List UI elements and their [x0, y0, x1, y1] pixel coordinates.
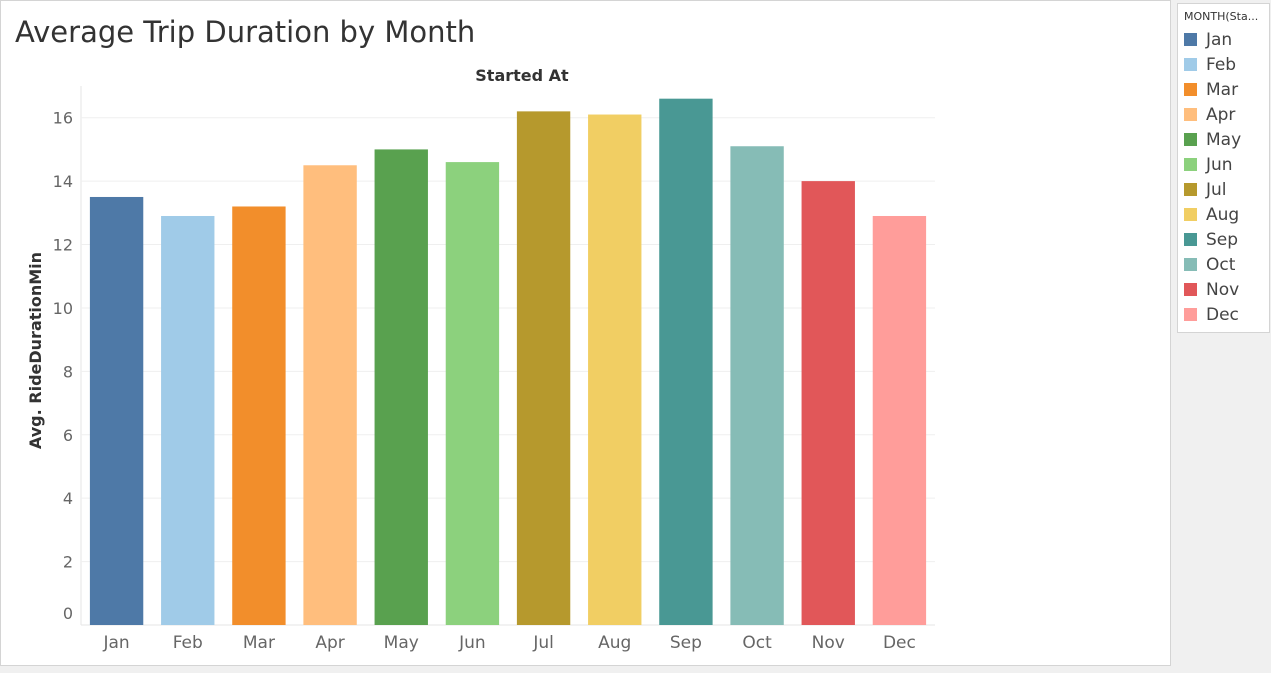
legend-label: Dec — [1206, 304, 1239, 325]
bar-mar — [232, 206, 286, 625]
legend-item-nov[interactable]: Nov — [1178, 277, 1269, 302]
y-tick-label: 8 — [63, 362, 73, 381]
bar-nov — [801, 181, 855, 625]
legend-label: Sep — [1206, 229, 1239, 250]
bar-feb — [161, 215, 215, 625]
bar-jan — [89, 196, 144, 625]
x-tick-label: May — [384, 633, 419, 653]
bar-dec — [872, 215, 927, 625]
legend-swatch — [1184, 58, 1197, 71]
x-tick-label: Oct — [742, 633, 772, 653]
legend-item-may[interactable]: May — [1178, 127, 1269, 152]
legend-item-jun[interactable]: Jun — [1178, 152, 1269, 177]
legend-swatch — [1184, 133, 1197, 146]
legend-swatch — [1184, 183, 1197, 196]
x-tick-label: Jul — [532, 633, 554, 653]
y-tick-label: 10 — [53, 299, 73, 318]
bar-sep — [659, 98, 713, 625]
legend-label: Jul — [1206, 179, 1227, 200]
x-tick-label: Nov — [812, 633, 845, 653]
legend-label: Apr — [1206, 104, 1236, 125]
legend-item-feb[interactable]: Feb — [1178, 52, 1269, 77]
column-header: Started At — [475, 66, 569, 85]
legend-swatch — [1184, 108, 1197, 121]
y-tick-label: 0 — [63, 604, 73, 623]
legend-item-oct[interactable]: Oct — [1178, 252, 1269, 277]
legend-swatch — [1184, 83, 1197, 96]
bar-jun — [445, 162, 500, 625]
bar-aug — [588, 114, 642, 626]
chart-panel: Average Trip Duration by Month Started A… — [0, 0, 1171, 666]
legend-item-jan[interactable]: Jan — [1178, 27, 1269, 52]
bar-oct — [730, 146, 784, 625]
x-tick-label: Feb — [173, 633, 203, 653]
legend-label: Jun — [1206, 154, 1233, 175]
x-tick-label: Jun — [458, 633, 486, 653]
legend-items: Jan Feb Mar Apr May Jun Jul Aug Sep Oct Nov Dec — [1178, 23, 1269, 327]
legend-swatch — [1184, 283, 1197, 296]
legend-swatch — [1184, 258, 1197, 271]
y-axis-label: Avg. RideDurationMin — [26, 252, 45, 449]
legend-item-dec[interactable]: Dec — [1178, 302, 1269, 327]
legend-title: MONTH(Sta... — [1184, 10, 1259, 23]
y-tick-label: 2 — [63, 553, 73, 572]
bar-may — [374, 149, 428, 626]
y-tick-label: 12 — [53, 236, 73, 255]
y-tick-label: 16 — [53, 109, 73, 128]
legend-item-apr[interactable]: Apr — [1178, 102, 1269, 127]
y-tick-label: 4 — [63, 489, 73, 508]
legend-item-mar[interactable]: Mar — [1178, 77, 1269, 102]
x-tick-label: Mar — [243, 633, 275, 653]
legend-swatch — [1184, 233, 1197, 246]
x-tick-label: Jan — [102, 633, 129, 653]
y-tick-label: 14 — [53, 172, 73, 191]
x-tick-label: Dec — [883, 633, 916, 653]
legend-swatch — [1184, 208, 1197, 221]
x-tick-label: Sep — [670, 633, 702, 653]
legend-label: Mar — [1206, 79, 1239, 100]
legend-label: Oct — [1206, 254, 1236, 275]
bar-jul — [516, 111, 571, 626]
y-tick-label: 6 — [63, 426, 73, 445]
legend-swatch — [1184, 158, 1197, 171]
legend-item-sep[interactable]: Sep — [1178, 227, 1269, 252]
color-legend[interactable]: MONTH(Sta... Jan Feb Mar Apr May Jun Jul Aug Sep… — [1177, 3, 1270, 333]
chart-title: Average Trip Duration by Month — [15, 15, 476, 49]
legend-swatch — [1184, 308, 1197, 321]
legend-item-jul[interactable]: Jul — [1178, 177, 1269, 202]
legend-label: Nov — [1206, 279, 1240, 300]
legend-label: May — [1206, 129, 1242, 150]
legend-label: Aug — [1206, 204, 1240, 225]
legend-swatch — [1184, 33, 1197, 46]
bar-chart: Started At 0 2 4 6 8 10 12 14 16 Avg. RideDuration… — [26, 66, 935, 653]
legend-label: Feb — [1206, 54, 1237, 75]
bar-apr — [303, 165, 357, 625]
x-tick-label: Apr — [315, 633, 344, 653]
legend-item-aug[interactable]: Aug — [1178, 202, 1269, 227]
legend-label: Jan — [1206, 29, 1233, 50]
x-tick-label: Aug — [598, 633, 631, 653]
